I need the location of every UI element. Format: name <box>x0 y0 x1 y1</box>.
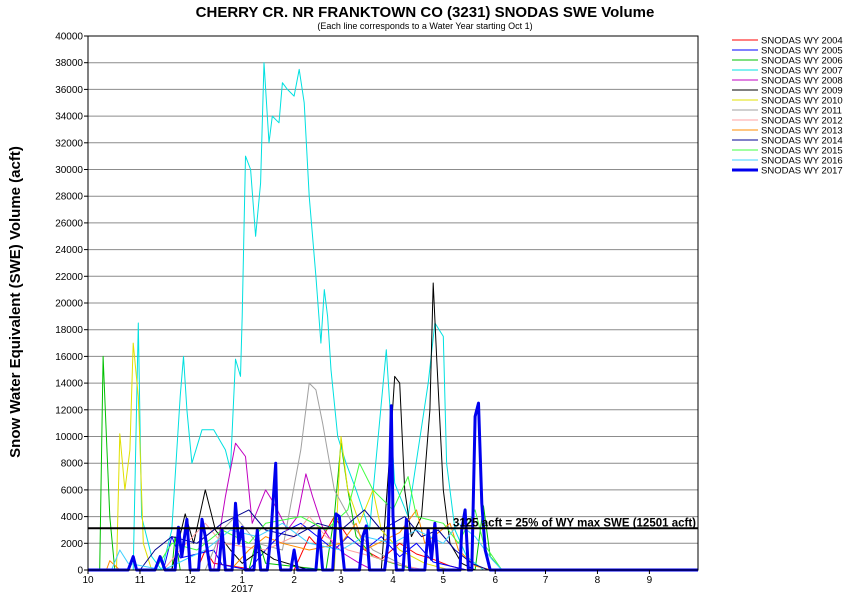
x-tick-label: 5 <box>440 575 446 586</box>
y-tick-label: 24000 <box>55 245 83 256</box>
y-tick-label: 26000 <box>55 218 83 229</box>
x-tick-label: 4 <box>390 575 396 586</box>
y-axis-ticks: 0 2000 4000 6000 8000 10000 12000 14000 16000 180… <box>55 32 88 577</box>
legend-label: SNODAS WY 2016 <box>761 156 843 167</box>
y-tick-label: 16000 <box>55 352 83 363</box>
legend-label: SNODAS WY 2015 <box>761 146 843 157</box>
y-tick-label: 20000 <box>55 299 83 310</box>
legend-label: SNODAS WY 2004 <box>761 36 843 47</box>
y-tick-label: 4000 <box>61 512 84 523</box>
y-tick-label: 22000 <box>55 272 83 283</box>
x-tick-label: 3 <box>338 575 344 586</box>
legend-label: SNODAS WY 2010 <box>761 96 843 107</box>
y-tick-label: 8000 <box>61 459 84 470</box>
legend-label: SNODAS WY 2005 <box>761 46 843 57</box>
x-tick-label: 2 <box>291 575 297 586</box>
legend-label: SNODAS WY 2008 <box>761 76 843 87</box>
y-tick-label: 36000 <box>55 85 83 96</box>
y-tick-label: 14000 <box>55 379 83 390</box>
chart-title: CHERRY CR. NR FRANKTOWN CO (3231) SNODAS… <box>196 4 655 21</box>
reference-line-group: 3125 acft = 25% of WY max SWE (12501 acf… <box>88 517 698 530</box>
x-tick-label: 11 <box>135 575 146 586</box>
x-tick-label: 8 <box>595 575 601 586</box>
y-tick-label: 32000 <box>55 138 83 149</box>
legend-label: SNODAS WY 2011 <box>761 106 842 117</box>
y-tick-label: 30000 <box>55 165 83 176</box>
y-axis-label: Snow Water Equivalent (SWE) Volume (acft… <box>7 146 24 458</box>
chart-subtitle: (Each line corresponds to a Water Year s… <box>317 21 532 31</box>
x-tick-label: 7 <box>543 575 549 586</box>
reference-line-label: 3125 acft = 25% of WY max SWE (12501 acf… <box>453 517 696 529</box>
legend-label: SNODAS WY 2013 <box>761 126 843 137</box>
legend-label: SNODAS WY 2017 <box>761 166 843 177</box>
x-year-label: 2017 <box>231 584 254 595</box>
legend-label: SNODAS WY 2012 <box>761 116 843 127</box>
legend-label: SNODAS WY 2014 <box>761 136 843 147</box>
y-tick-label: 38000 <box>55 58 83 69</box>
legend-label: SNODAS WY 2009 <box>761 86 843 97</box>
y-tick-label: 40000 <box>55 32 83 43</box>
y-tick-label: 18000 <box>55 325 83 336</box>
y-tick-label: 6000 <box>61 485 84 496</box>
series-line-snodas-wy-2008 <box>88 442 698 571</box>
x-tick-label: 12 <box>185 575 197 586</box>
x-tick-label: 9 <box>647 575 653 586</box>
y-tick-label: 10000 <box>55 432 83 443</box>
y-tick-label: 12000 <box>55 405 83 416</box>
legend-label: SNODAS WY 2007 <box>761 66 843 77</box>
x-tick-label: 1 <box>239 575 245 586</box>
x-tick-label: 10 <box>82 575 94 586</box>
y-tick-label: 28000 <box>55 192 83 203</box>
grid-lines <box>88 62 698 544</box>
y-tick-label: 0 <box>77 566 83 577</box>
y-tick-label: 2000 <box>61 539 84 550</box>
legend-label: SNODAS WY 2006 <box>761 56 843 67</box>
x-tick-label: 6 <box>492 575 498 586</box>
y-tick-label: 34000 <box>55 112 83 123</box>
